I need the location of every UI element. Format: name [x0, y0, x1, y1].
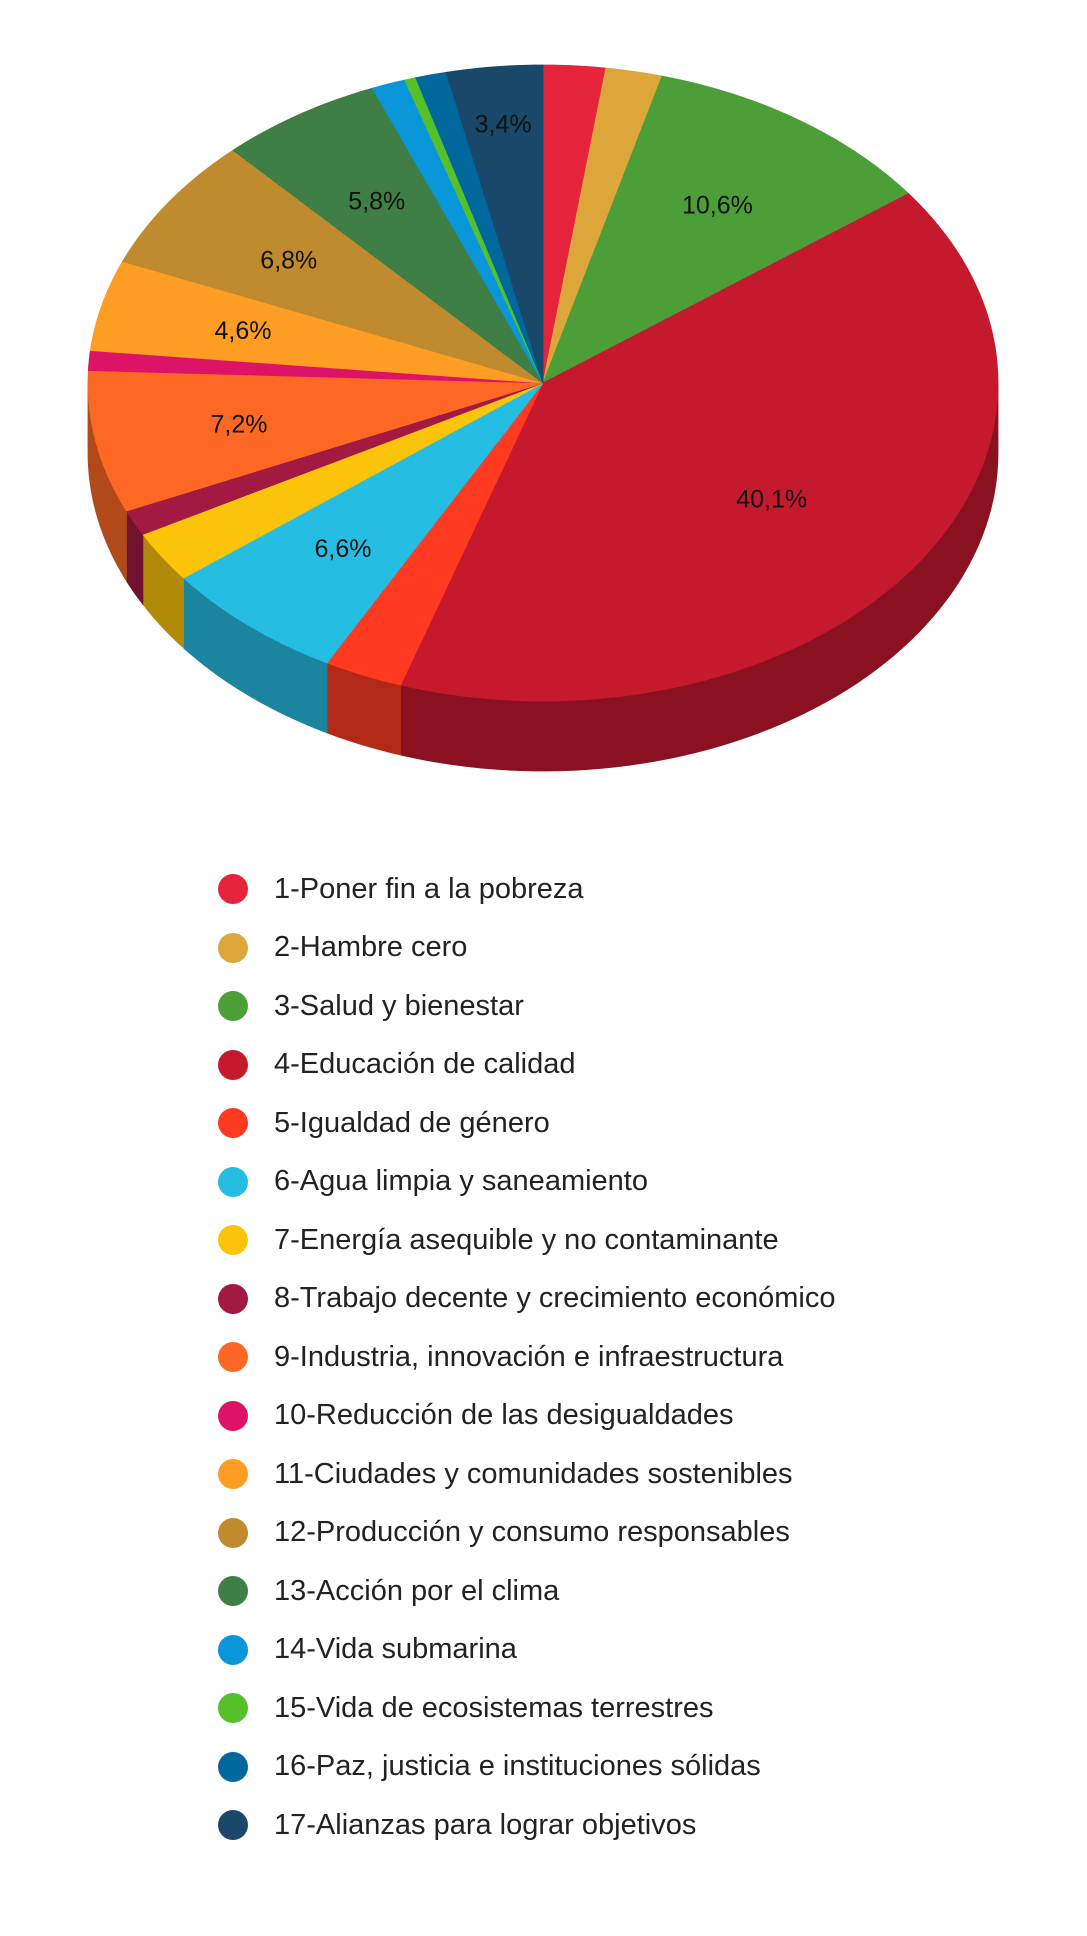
- data-label-13: 5,8%: [348, 188, 405, 216]
- data-label-4: 40,1%: [736, 485, 807, 513]
- legend-label: 6-Agua limpia y saneamiento: [274, 1165, 648, 1198]
- legend-swatch: [218, 991, 248, 1022]
- pie-slice-11: [89, 260, 544, 384]
- pie-slice-3: [542, 75, 910, 384]
- pie-slice-5: [326, 382, 544, 686]
- legend-label: 9-Industria, innovación e infraestructur…: [274, 1340, 784, 1373]
- legend-label: 17-Alianzas para lograr objetivos: [274, 1808, 697, 1841]
- legend-label: 15-Vida de ecosistemas terrestres: [274, 1691, 714, 1724]
- pie-slice-7: [142, 382, 544, 579]
- legend-swatch: [218, 932, 248, 963]
- legend-label: 10-Reducción de las desigualdades: [274, 1399, 734, 1432]
- legend-label: 7-Energía asequible y no contaminante: [274, 1223, 779, 1256]
- legend-swatch: [218, 1166, 248, 1197]
- legend-label: 12-Producción y consumo responsables: [274, 1516, 790, 1549]
- legend-item: 14-Vida submarina: [218, 1621, 1038, 1680]
- legend-item: 12-Producción y consumo responsables: [218, 1504, 1038, 1563]
- pie-chart-svg: 10,6% 40,1% 6,6% 7,2% 4,6% 6,8% 5,8% 3,4%: [87, 64, 999, 772]
- data-label-3: 10,6%: [682, 191, 753, 219]
- legend-item: 17-Alianzas para lograr objetivos: [218, 1796, 1038, 1855]
- legend-item: 5-Igualdad de género: [218, 1094, 1038, 1153]
- legend-item: 7-Energía asequible y no contaminante: [218, 1211, 1038, 1270]
- data-label-11: 4,6%: [215, 317, 272, 345]
- legend: 1-Poner fin a la pobreza 2-Hambre cero 3-S…: [218, 860, 1038, 1855]
- pie-slice-12: [121, 149, 544, 384]
- legend-swatch: [218, 1400, 248, 1431]
- legend-item: 1-Poner fin a la pobreza: [218, 860, 1038, 919]
- legend-item: 9-Industria, innovación e infraestructur…: [218, 1328, 1038, 1387]
- legend-swatch: [218, 1283, 248, 1314]
- legend-swatch: [218, 1517, 248, 1548]
- legend-item: 2-Hambre cero: [218, 919, 1038, 978]
- pie-chart: 10,6% 40,1% 6,6% 7,2% 4,6% 6,8% 5,8% 3,4%: [0, 0, 1087, 800]
- data-label-6: 6,6%: [315, 535, 372, 563]
- legend-label: 14-Vida submarina: [274, 1633, 517, 1666]
- legend-swatch: [218, 1634, 248, 1665]
- legend-item: 13-Acción por el clima: [218, 1562, 1038, 1621]
- pie-data-labels: 10,6% 40,1% 6,6% 7,2% 4,6% 6,8% 5,8% 3,4%: [211, 111, 808, 563]
- legend-swatch: [218, 1342, 248, 1373]
- legend-item: 11-Ciudades y comunidades sostenibles: [218, 1445, 1038, 1504]
- legend-item: 10-Reducción de las desigualdades: [218, 1387, 1038, 1446]
- legend-item: 3-Salud y bienestar: [218, 977, 1038, 1036]
- legend-swatch: [218, 1225, 248, 1256]
- legend-item: 4-Educación de calidad: [218, 1036, 1038, 1095]
- legend-swatch: [218, 874, 248, 905]
- legend-label: 8-Trabajo decente y crecimiento económic…: [274, 1282, 836, 1315]
- legend-swatch: [218, 1751, 248, 1782]
- data-label-12: 6,8%: [260, 247, 317, 275]
- legend-swatch: [218, 1108, 248, 1139]
- legend-swatch: [218, 1810, 248, 1841]
- pie-slice-13: [232, 87, 544, 384]
- legend-swatch: [218, 1049, 248, 1080]
- legend-item: 16-Paz, justicia e instituciones sólidas: [218, 1738, 1038, 1797]
- legend-swatch: [218, 1693, 248, 1724]
- legend-label: 3-Salud y bienestar: [274, 989, 524, 1022]
- legend-item: 6-Agua limpia y saneamiento: [218, 1153, 1038, 1212]
- pie-slice-4: [400, 193, 999, 702]
- legend-item: 15-Vida de ecosistemas terrestres: [218, 1679, 1038, 1738]
- legend-label: 11-Ciudades y comunidades sostenibles: [274, 1457, 793, 1490]
- legend-label: 1-Poner fin a la pobreza: [274, 872, 584, 905]
- legend-label: 2-Hambre cero: [274, 931, 468, 964]
- pie-slices: [87, 64, 999, 702]
- legend-swatch: [218, 1576, 248, 1607]
- legend-label: 5-Igualdad de género: [274, 1106, 550, 1139]
- legend-swatch: [218, 1459, 248, 1490]
- legend-label: 4-Educación de calidad: [274, 1048, 576, 1081]
- legend-item: 8-Trabajo decente y crecimiento económic…: [218, 1270, 1038, 1329]
- data-label-9: 7,2%: [211, 410, 268, 438]
- pie-slice-2: [542, 67, 663, 384]
- pie-slice-17: [445, 64, 544, 384]
- pie-slice-8: [125, 382, 544, 535]
- pie-slice-6: [182, 382, 544, 664]
- data-label-17: 3,4%: [475, 111, 532, 139]
- legend-label: 16-Paz, justicia e instituciones sólidas: [274, 1750, 761, 1783]
- legend-label: 13-Acción por el clima: [274, 1574, 560, 1607]
- pie-slice-9: [87, 370, 544, 512]
